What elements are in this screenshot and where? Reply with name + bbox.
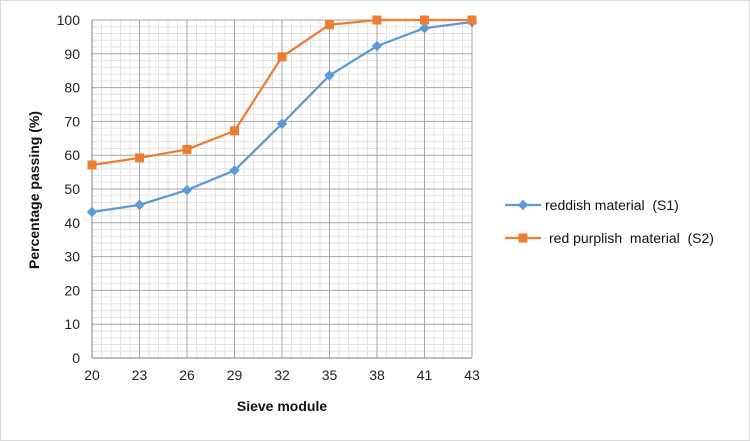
x-axis-title: Sieve module [237, 398, 327, 414]
y-tick-label: 0 [72, 350, 80, 366]
y-tick-label: 50 [64, 181, 80, 197]
data-point [467, 15, 477, 25]
x-tick-label: 20 [84, 367, 100, 383]
x-tick-label: 35 [322, 367, 338, 383]
y-tick-label: 80 [64, 80, 80, 96]
series-layer [86, 15, 478, 218]
y-tick-label: 30 [64, 249, 80, 265]
data-point [277, 52, 287, 62]
data-point [135, 153, 144, 163]
y-tick-label: 90 [64, 46, 80, 62]
data-point [230, 126, 239, 136]
legend-marker [517, 199, 529, 211]
data-point [325, 20, 334, 30]
series-1 [86, 16, 478, 218]
data-point [229, 165, 240, 176]
legend-label: red purplish material (S2) [549, 230, 714, 246]
x-tick-label: 41 [417, 367, 433, 383]
y-tick-label: 20 [64, 282, 80, 298]
y-tick-label: 60 [64, 147, 80, 163]
data-point [86, 206, 98, 218]
data-point [276, 118, 288, 129]
data-point [324, 70, 335, 81]
axes [91, 20, 472, 359]
y-tick-label: 10 [64, 316, 80, 332]
data-point [87, 160, 97, 170]
data-point [420, 15, 429, 25]
data-point [182, 144, 192, 154]
data-point [181, 184, 193, 196]
y-tick-labels: 0 10 20 30 40 50 60 70 80 90 100 [57, 12, 81, 366]
x-tick-label: 26 [179, 367, 195, 383]
series-2 [87, 15, 477, 170]
y-tick-label: 100 [57, 12, 81, 28]
y-axis-title: Percentage passing (%) [26, 111, 42, 269]
y-tick-label: 70 [64, 113, 80, 129]
legend-marker [518, 233, 528, 243]
data-point [419, 22, 430, 34]
data-point [372, 15, 382, 25]
y-tick-label: 40 [64, 215, 80, 231]
legend-label: reddish material (S1) [545, 197, 679, 213]
legend-entry-2: red purplish material (S2) [505, 230, 714, 246]
x-tick-label: 29 [227, 367, 243, 383]
legend: reddish material (S1) red purplish materi… [505, 197, 714, 246]
x-tick-label: 32 [274, 367, 290, 383]
x-tick-labels: 20 23 26 29 32 35 38 41 43 [84, 367, 480, 383]
x-tick-label: 43 [464, 367, 480, 383]
data-point [134, 199, 145, 211]
legend-entry-1: reddish material (S1) [505, 197, 679, 213]
x-tick-label: 38 [369, 367, 385, 383]
x-tick-label: 23 [132, 367, 148, 383]
data-point [371, 40, 383, 52]
